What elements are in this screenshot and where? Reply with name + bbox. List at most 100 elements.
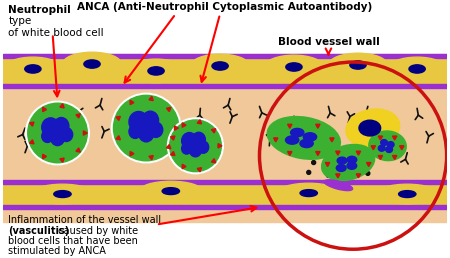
Circle shape — [312, 160, 315, 165]
Text: type
of white blood cell: type of white blood cell — [8, 16, 104, 38]
Ellipse shape — [63, 52, 122, 76]
Ellipse shape — [139, 125, 154, 142]
Ellipse shape — [148, 67, 164, 75]
Polygon shape — [212, 159, 216, 163]
Polygon shape — [336, 174, 340, 178]
Polygon shape — [83, 131, 87, 135]
Text: Inflammation of the vessel wall: Inflammation of the vessel wall — [8, 215, 162, 225]
Polygon shape — [197, 168, 202, 172]
Bar — [3, 182, 447, 207]
Ellipse shape — [50, 130, 64, 146]
Ellipse shape — [142, 111, 158, 130]
Ellipse shape — [126, 59, 185, 83]
Ellipse shape — [265, 55, 324, 79]
Text: blood cells that have been: blood cells that have been — [8, 236, 138, 246]
Ellipse shape — [162, 188, 180, 195]
Polygon shape — [30, 140, 34, 144]
Bar — [3, 54, 447, 222]
Bar — [3, 180, 447, 184]
Ellipse shape — [359, 120, 381, 136]
Bar — [3, 205, 447, 209]
Polygon shape — [182, 123, 186, 127]
Ellipse shape — [347, 156, 357, 163]
Ellipse shape — [198, 141, 209, 153]
Polygon shape — [218, 144, 222, 148]
Polygon shape — [149, 96, 153, 101]
Ellipse shape — [328, 53, 387, 77]
Bar — [3, 84, 447, 88]
Polygon shape — [60, 158, 64, 162]
Circle shape — [341, 158, 345, 162]
Ellipse shape — [336, 165, 346, 171]
Text: (vasculitis): (vasculitis) — [8, 225, 69, 236]
Polygon shape — [212, 129, 216, 133]
Bar — [3, 57, 447, 87]
Polygon shape — [288, 151, 292, 156]
Polygon shape — [336, 151, 340, 155]
Ellipse shape — [192, 132, 205, 147]
Polygon shape — [43, 154, 46, 159]
Ellipse shape — [286, 136, 299, 144]
Polygon shape — [60, 104, 64, 108]
Ellipse shape — [31, 184, 94, 204]
Polygon shape — [166, 107, 171, 111]
Ellipse shape — [399, 191, 416, 198]
Ellipse shape — [212, 62, 228, 70]
Ellipse shape — [369, 131, 406, 161]
Ellipse shape — [291, 128, 304, 137]
Ellipse shape — [140, 181, 202, 201]
Polygon shape — [171, 151, 175, 156]
Ellipse shape — [42, 118, 59, 137]
Ellipse shape — [347, 162, 357, 169]
Ellipse shape — [324, 180, 353, 191]
Text: caused by white: caused by white — [54, 225, 138, 236]
Polygon shape — [325, 163, 330, 166]
Ellipse shape — [277, 183, 340, 203]
Polygon shape — [130, 151, 134, 156]
Polygon shape — [116, 116, 120, 120]
Ellipse shape — [300, 190, 317, 197]
Polygon shape — [175, 126, 178, 130]
Circle shape — [326, 173, 330, 177]
Ellipse shape — [300, 139, 313, 148]
Ellipse shape — [182, 133, 197, 149]
Polygon shape — [197, 120, 202, 124]
Polygon shape — [356, 174, 360, 178]
Ellipse shape — [409, 65, 425, 73]
Polygon shape — [149, 156, 153, 160]
Circle shape — [307, 171, 310, 174]
Polygon shape — [30, 122, 34, 126]
Ellipse shape — [350, 61, 366, 69]
Circle shape — [112, 94, 180, 163]
Polygon shape — [392, 156, 397, 159]
Circle shape — [26, 101, 89, 165]
Polygon shape — [76, 114, 81, 118]
Ellipse shape — [322, 144, 375, 181]
Ellipse shape — [378, 145, 385, 151]
Circle shape — [346, 167, 350, 171]
Circle shape — [168, 118, 223, 173]
Polygon shape — [330, 138, 334, 142]
Polygon shape — [76, 148, 81, 152]
Polygon shape — [356, 151, 360, 155]
Circle shape — [366, 171, 370, 175]
Ellipse shape — [376, 184, 439, 204]
Polygon shape — [367, 163, 371, 166]
Polygon shape — [371, 146, 375, 150]
Polygon shape — [316, 151, 320, 156]
Ellipse shape — [303, 133, 317, 141]
Text: ANCA (Anti-Neutrophil Cytoplasmic Autoantibody): ANCA (Anti-Neutrophil Cytoplasmic Autoan… — [77, 2, 373, 12]
Ellipse shape — [84, 60, 100, 68]
Ellipse shape — [387, 57, 447, 81]
Polygon shape — [378, 156, 382, 159]
Text: Neutrophil: Neutrophil — [8, 5, 71, 15]
Ellipse shape — [190, 54, 250, 78]
Ellipse shape — [386, 147, 392, 152]
Polygon shape — [43, 107, 46, 112]
Polygon shape — [288, 124, 292, 128]
Polygon shape — [316, 124, 320, 128]
Polygon shape — [392, 136, 397, 140]
Ellipse shape — [337, 157, 347, 164]
Ellipse shape — [346, 109, 400, 147]
Ellipse shape — [3, 57, 63, 81]
